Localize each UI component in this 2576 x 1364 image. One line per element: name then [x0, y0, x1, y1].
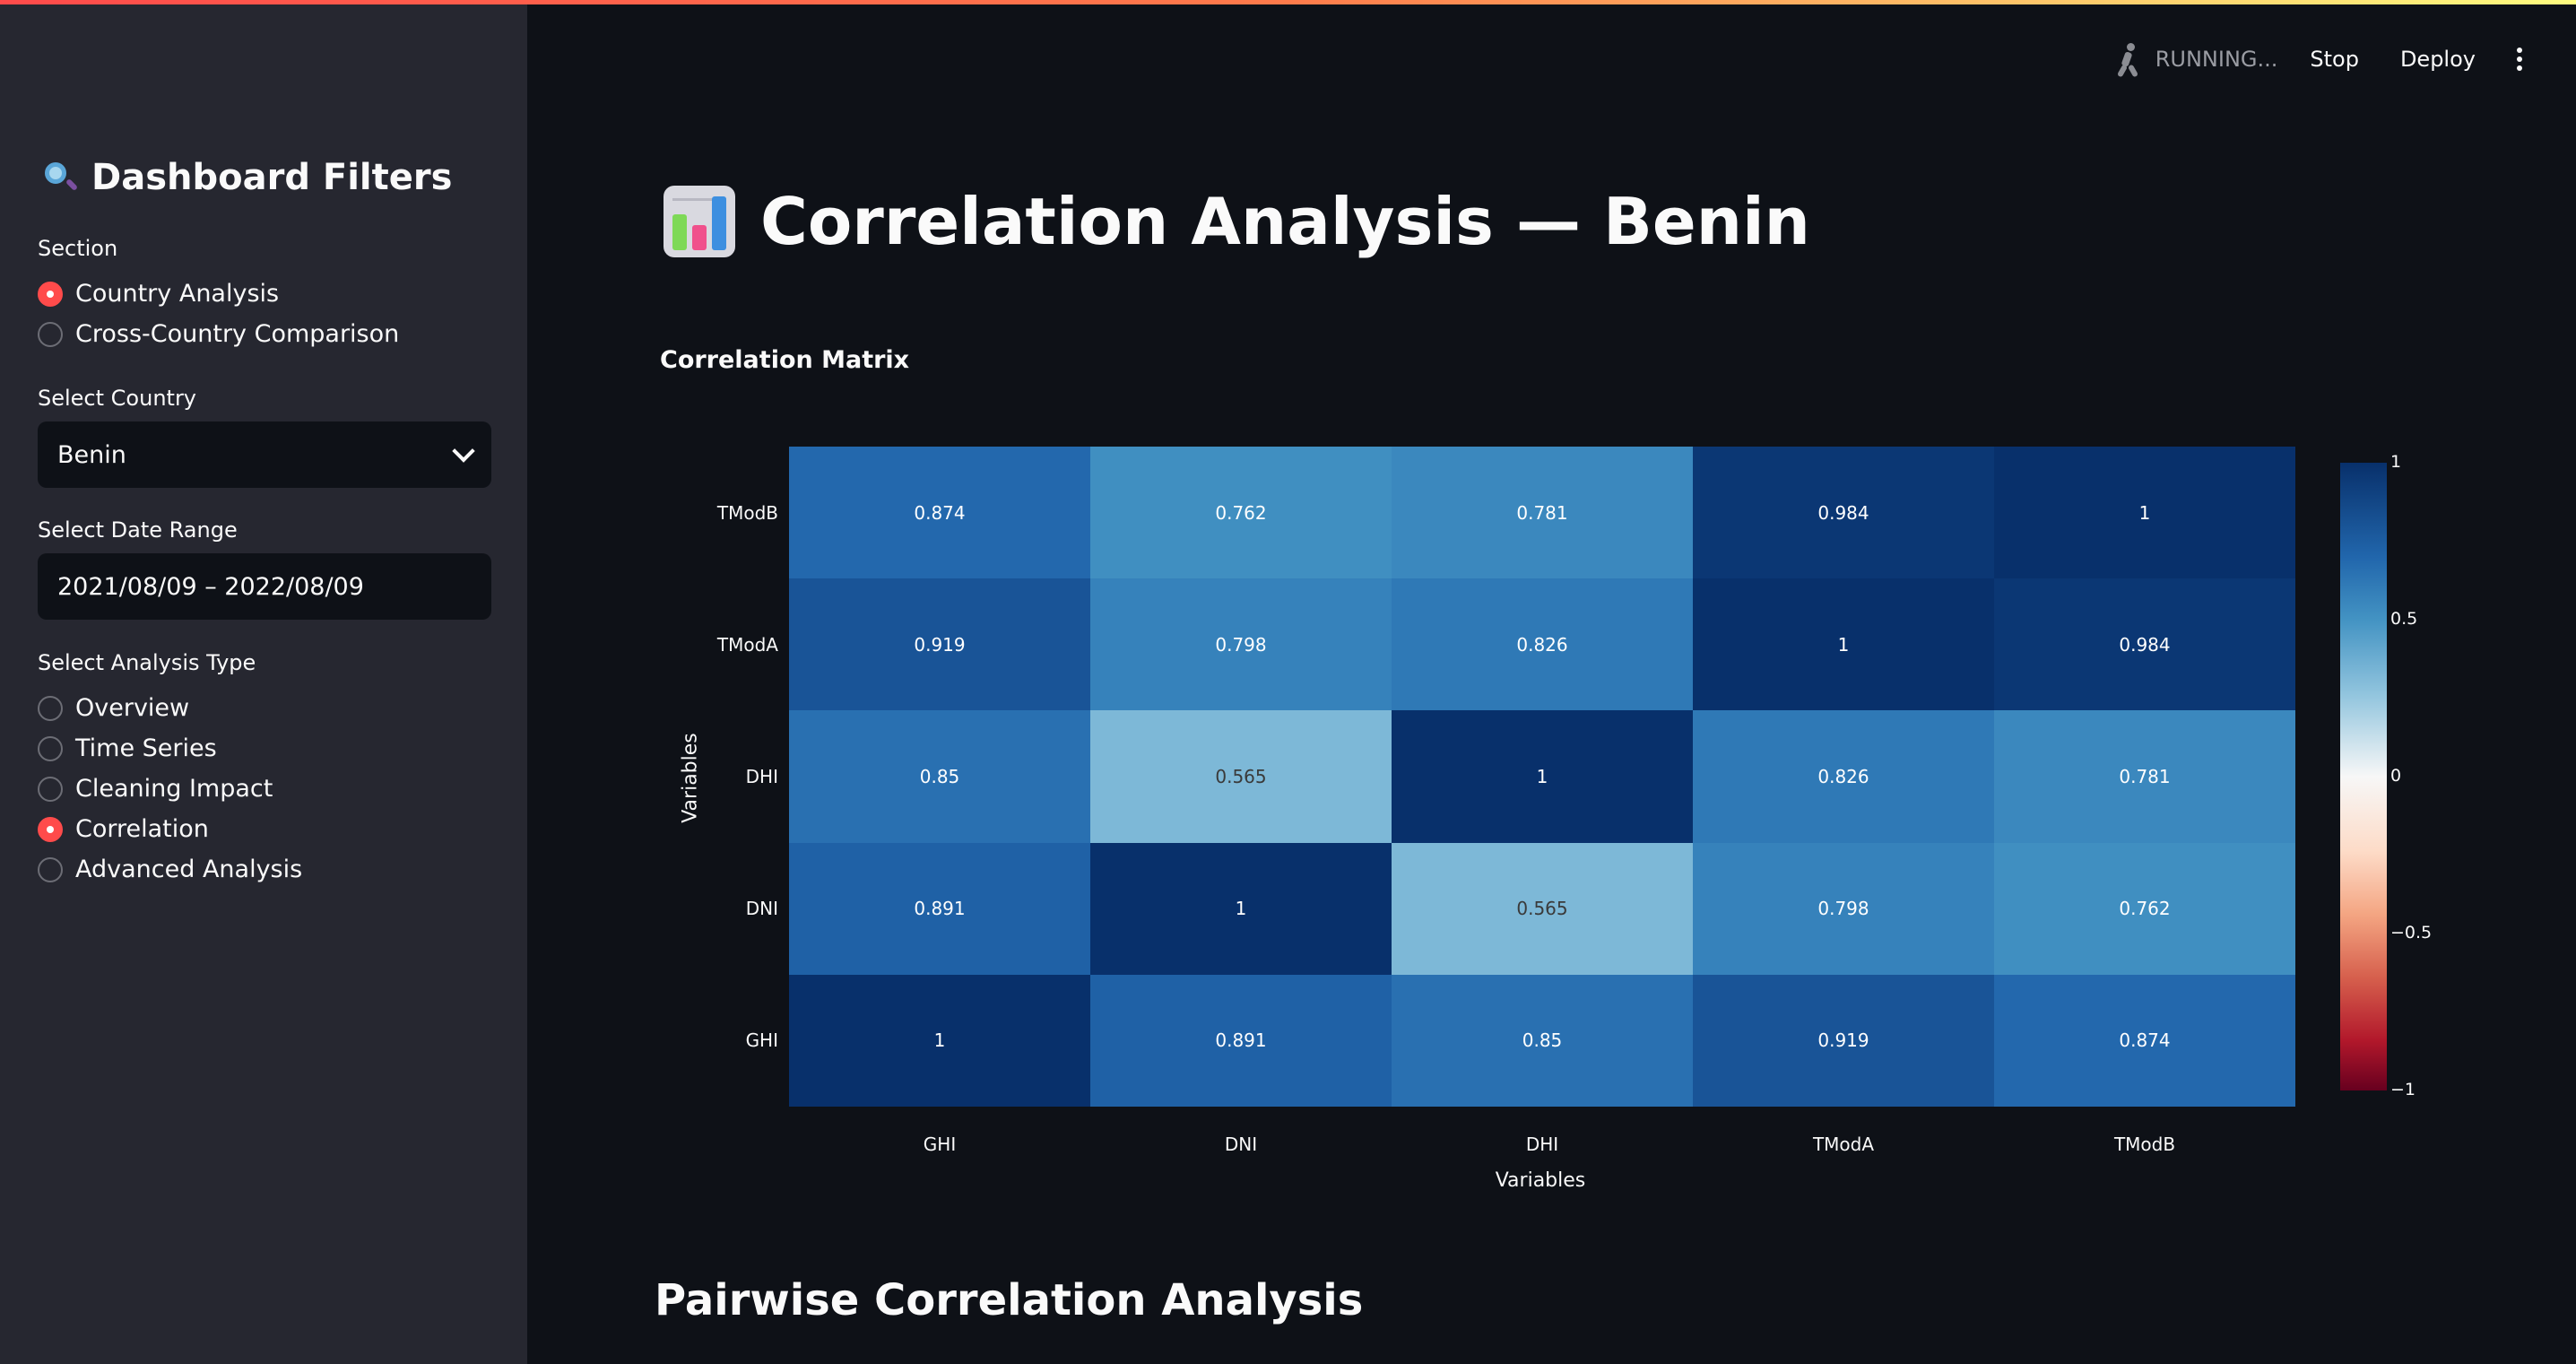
- date-range-label: Select Date Range: [38, 517, 238, 543]
- top-accent-bar: [0, 0, 2576, 4]
- heatmap-cell[interactable]: 0.984: [1693, 447, 1994, 579]
- x-tick-label: GHI: [923, 1134, 957, 1155]
- radio-icon[interactable]: [38, 735, 63, 761]
- heatmap-cell[interactable]: 0.762: [1090, 447, 1392, 579]
- country-select[interactable]: Benin: [38, 421, 491, 488]
- y-tick-label: GHI: [745, 1030, 778, 1052]
- x-tick-label: TModA: [1812, 1134, 1875, 1155]
- colorbar-tick-label: 1: [2390, 452, 2402, 472]
- x-axis-title: Variables: [1495, 1169, 1586, 1192]
- heatmap-cell[interactable]: 0.919: [1693, 974, 1994, 1107]
- x-tick-label: TModB: [2113, 1134, 2176, 1155]
- y-axis-title: Variables: [679, 733, 702, 823]
- pairwise-section-heading: Pairwise Correlation Analysis: [655, 1275, 1364, 1325]
- analysis-option-overview[interactable]: Overview: [38, 694, 189, 722]
- y-tick-label: TModB: [716, 501, 778, 524]
- heatmap-cell[interactable]: 0.565: [1392, 842, 1693, 975]
- heatmap-cell[interactable]: 1: [1090, 842, 1392, 975]
- colorbar-tick-label: 0.5: [2390, 609, 2418, 629]
- heatmap-cell[interactable]: 0.826: [1693, 710, 1994, 843]
- heatmap-cell[interactable]: 0.984: [1994, 578, 2295, 711]
- heatmap-cell[interactable]: 1: [1994, 447, 2295, 579]
- sidebar-title: Dashboard Filters: [43, 157, 452, 198]
- date-range-input[interactable]: 2021/08/09 – 2022/08/09: [38, 553, 491, 620]
- correlation-matrix-subheading: Correlation Matrix: [660, 346, 910, 374]
- radio-icon[interactable]: [38, 856, 63, 882]
- correlation-heatmap[interactable]: 1 0.891 0.85 0.919 0.874 0.891 1 0.565 0.798 0.76…: [789, 447, 2295, 1107]
- country-label: Select Country: [38, 386, 197, 411]
- app-header: RUNNING... Stop Deploy: [2114, 41, 2576, 78]
- heatmap-cell[interactable]: 0.762: [1994, 842, 2295, 975]
- x-tick-label: DHI: [1525, 1134, 1559, 1155]
- radio-icon[interactable]: [38, 695, 63, 721]
- colorbar-tick-label: 0: [2390, 766, 2402, 786]
- deploy-button[interactable]: Deploy: [2399, 47, 2476, 72]
- heatmap-cell[interactable]: 0.891: [789, 842, 1090, 975]
- main-menu-icon[interactable]: [2517, 48, 2522, 71]
- y-tick-label: TModA: [716, 633, 778, 656]
- heatmap-cell[interactable]: 0.891: [1090, 974, 1392, 1107]
- heatmap-cell[interactable]: 0.798: [1693, 842, 1994, 975]
- heatmap-cell[interactable]: 0.565: [1090, 710, 1392, 843]
- radio-selected-icon[interactable]: [38, 816, 63, 842]
- x-tick-label: DNI: [1224, 1134, 1258, 1155]
- bar-chart-icon: [664, 186, 735, 257]
- section-label: Section: [38, 236, 118, 261]
- stop-button[interactable]: Stop: [2310, 47, 2359, 72]
- heatmap-cell[interactable]: 1: [1392, 710, 1693, 843]
- heatmap-cell[interactable]: 0.826: [1392, 578, 1693, 711]
- radio-selected-icon[interactable]: [38, 281, 63, 307]
- section-option-country-analysis[interactable]: Country Analysis: [38, 280, 279, 308]
- section-option-cross-country[interactable]: Cross-Country Comparison: [38, 320, 399, 348]
- colorbar: [2340, 463, 2387, 1090]
- heatmap-cell[interactable]: 0.874: [789, 447, 1090, 579]
- running-man-icon: [2114, 41, 2145, 78]
- analysis-option-correlation[interactable]: Correlation: [38, 815, 209, 843]
- magnifier-icon: [43, 161, 79, 195]
- y-tick-label: DNI: [745, 898, 778, 920]
- chevron-down-icon[interactable]: [452, 439, 475, 463]
- radio-icon[interactable]: [38, 776, 63, 802]
- heatmap-cell[interactable]: 0.781: [1994, 710, 2295, 843]
- sidebar: Dashboard Filters Section Country Analys…: [0, 4, 527, 1364]
- heatmap-cell[interactable]: 1: [1693, 578, 1994, 711]
- colorbar-tick-label: −0.5: [2390, 923, 2433, 943]
- heatmap-cell[interactable]: 0.798: [1090, 578, 1392, 711]
- heatmap-cell[interactable]: 0.919: [789, 578, 1090, 711]
- analysis-type-label: Select Analysis Type: [38, 650, 256, 675]
- running-status: RUNNING...: [2114, 41, 2277, 78]
- colorbar-tick-label: −1: [2390, 1080, 2416, 1099]
- heatmap-cell[interactable]: 0.85: [789, 710, 1090, 843]
- heatmap-cell[interactable]: 1: [789, 974, 1090, 1107]
- heatmap-cell[interactable]: 0.85: [1392, 974, 1693, 1107]
- heatmap-cell[interactable]: 0.874: [1994, 974, 2295, 1107]
- page-title: Correlation Analysis — Benin: [664, 184, 1810, 259]
- heatmap-cell[interactable]: 0.781: [1392, 447, 1693, 579]
- y-tick-label: DHI: [745, 766, 778, 787]
- radio-icon[interactable]: [38, 321, 63, 347]
- analysis-option-advanced[interactable]: Advanced Analysis: [38, 856, 302, 883]
- analysis-option-time-series[interactable]: Time Series: [38, 734, 217, 762]
- analysis-option-cleaning-impact[interactable]: Cleaning Impact: [38, 775, 273, 803]
